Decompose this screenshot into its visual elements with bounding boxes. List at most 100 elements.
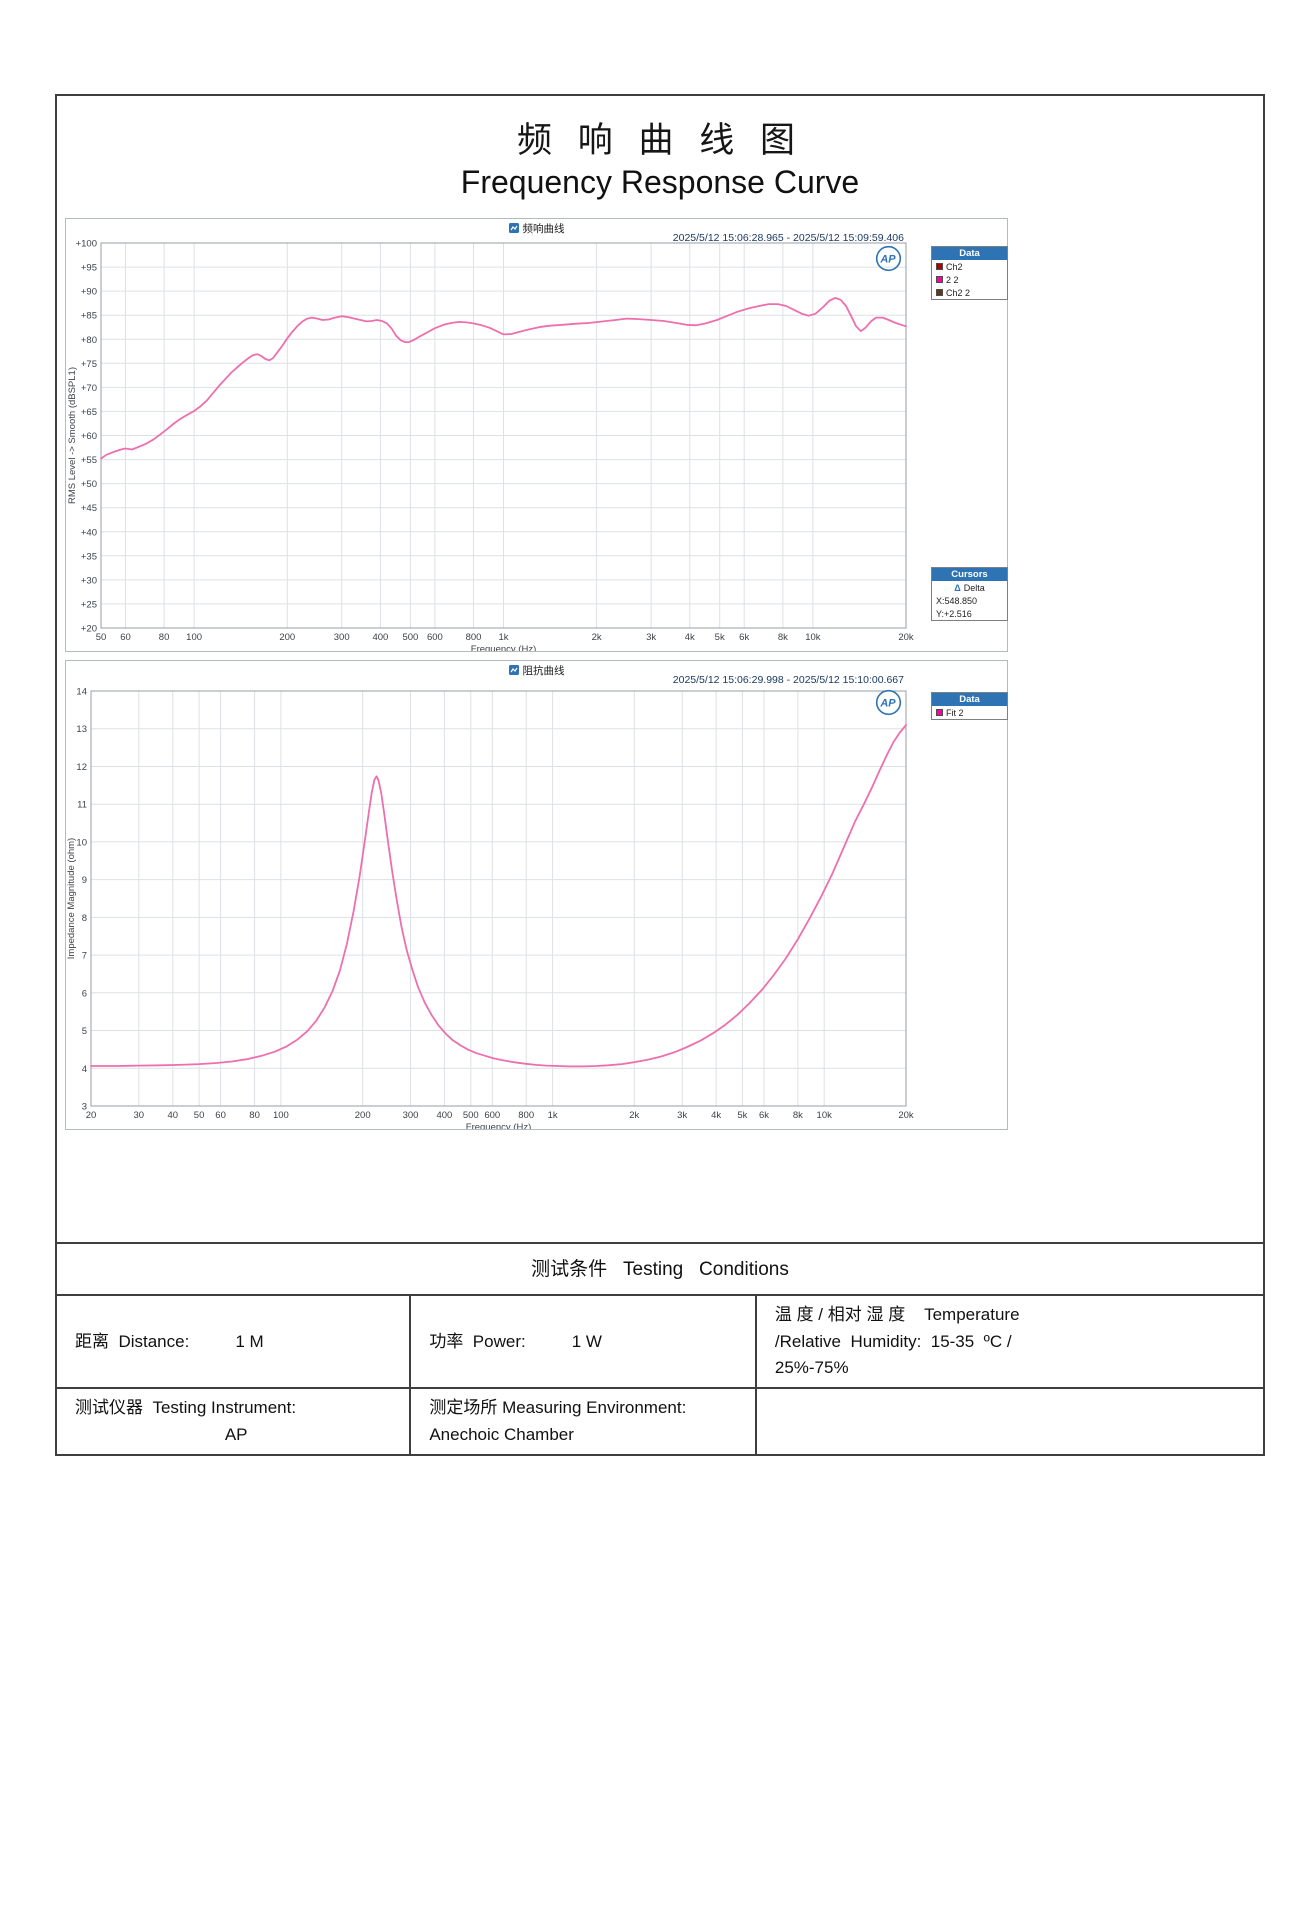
svg-text:600: 600 xyxy=(427,632,443,643)
svg-text:1k: 1k xyxy=(548,1110,558,1121)
page-title-zh: 频 响 曲 线 图 xyxy=(517,121,803,160)
legend-entry: Fit 2 xyxy=(932,706,1007,719)
svg-text:3k: 3k xyxy=(677,1110,687,1121)
svg-text:14: 14 xyxy=(76,687,87,698)
legend-swatch xyxy=(936,276,943,283)
svg-text:800: 800 xyxy=(466,632,482,643)
chart-window-icon xyxy=(508,665,519,678)
distance-value: 1 M xyxy=(235,1331,264,1351)
temperature-line-1: 温 度 / 相对 湿 度 Temperature xyxy=(774,1305,1020,1325)
svg-text:200: 200 xyxy=(355,1110,371,1121)
svg-text:6: 6 xyxy=(82,988,87,999)
svg-text:50: 50 xyxy=(194,1110,205,1121)
svg-text:2k: 2k xyxy=(592,632,602,643)
svg-text:6k: 6k xyxy=(739,632,749,643)
chart-timestamp: 2025/5/12 15:06:29.998 - 2025/5/12 15:10… xyxy=(672,674,904,686)
svg-text:300: 300 xyxy=(334,632,350,643)
svg-text:+55: +55 xyxy=(81,455,97,466)
distance-cell: 距离 Distance: 1 M xyxy=(57,1294,412,1390)
document-border: 频 响 曲 线 图 Frequency Response Curve 频响曲线 … xyxy=(55,94,1265,1456)
svg-text:400: 400 xyxy=(372,632,388,643)
svg-text:+70: +70 xyxy=(81,383,97,394)
svg-text:1k: 1k xyxy=(498,632,508,643)
cursor-delta-label: Delta xyxy=(963,582,985,593)
legend-title: Data xyxy=(932,247,1007,260)
svg-text:5k: 5k xyxy=(715,632,725,643)
svg-text:+30: +30 xyxy=(81,575,97,586)
impedance-chart: 阻抗曲线 2025/5/12 15:06:29.998 - 2025/5/12 … xyxy=(65,660,1008,1130)
svg-text:4k: 4k xyxy=(685,632,695,643)
legend-entry: Ch2 2 xyxy=(932,286,1007,299)
power-cell: 功率 Power: 1 W xyxy=(409,1294,757,1390)
svg-text:6k: 6k xyxy=(759,1110,769,1121)
svg-text:10k: 10k xyxy=(817,1110,833,1121)
chart-window-icon xyxy=(508,223,519,236)
svg-text:AP: AP xyxy=(879,254,896,266)
page-title-en: Frequency Response Curve xyxy=(460,164,860,200)
legend-label: Fit 2 xyxy=(946,707,964,718)
legend-label: 2 2 xyxy=(946,274,959,285)
impedance-plot-area: 3 4 5 6 7 8 9 10 11 12 13 14 20 30 40 50 60 80 100 200 300 40… xyxy=(66,687,914,1130)
cursors-panel: Cursors Δ Delta X:548.850 Y:+2.516 xyxy=(931,567,1008,621)
power-value: 1 W xyxy=(571,1331,602,1351)
svg-text:400: 400 xyxy=(436,1110,452,1121)
temperature-line-3: 25%-75% xyxy=(774,1357,849,1377)
legend-entry: Ch2 xyxy=(932,260,1007,273)
svg-text:+60: +60 xyxy=(81,431,97,442)
svg-text:+75: +75 xyxy=(81,359,97,370)
svg-text:RMS Level -> Smooth (dBSPL1): RMS Level -> Smooth (dBSPL1) xyxy=(67,367,78,504)
legend-swatch xyxy=(936,289,943,296)
svg-text:200: 200 xyxy=(279,632,295,643)
svg-text:100: 100 xyxy=(273,1110,289,1121)
ap-logo: AP xyxy=(875,689,902,716)
svg-text:500: 500 xyxy=(402,632,418,643)
svg-text:+65: +65 xyxy=(81,407,97,418)
distance-label: 距离 Distance: xyxy=(75,1331,190,1351)
chart-title-bar: 阻抗曲线 xyxy=(66,663,1007,678)
conditions-header: 测试条件 Testing Conditions xyxy=(57,1242,1263,1297)
chart-title-bar: 频响曲线 xyxy=(66,221,1007,236)
svg-text:20: 20 xyxy=(86,1110,97,1121)
svg-text:9: 9 xyxy=(82,875,87,886)
svg-text:3k: 3k xyxy=(646,632,656,643)
svg-text:8: 8 xyxy=(82,913,87,924)
svg-text:+45: +45 xyxy=(81,503,97,514)
legend-swatch xyxy=(936,709,943,716)
data-legend-panel: Data Fit 2 xyxy=(931,692,1008,720)
svg-text:+85: +85 xyxy=(81,311,97,322)
svg-text:+25: +25 xyxy=(81,599,97,610)
legend-label: Ch2 xyxy=(946,261,963,272)
svg-text:80: 80 xyxy=(249,1110,260,1121)
svg-text:+90: +90 xyxy=(81,287,97,298)
svg-text:30: 30 xyxy=(134,1110,145,1121)
svg-text:600: 600 xyxy=(484,1110,500,1121)
cursor-x-value: X:548.850 xyxy=(936,595,978,606)
chart-title: 频响曲线 xyxy=(522,223,565,235)
instrument-cell: 测试仪器 Testing Instrument: AP xyxy=(57,1387,412,1454)
svg-text:3: 3 xyxy=(82,1102,87,1113)
legend-title: Data xyxy=(932,693,1007,706)
cursors-title: Cursors xyxy=(932,568,1007,581)
conditions-header-row: 测试条件 Testing Conditions xyxy=(57,1242,1263,1297)
environment-value: Anechoic Chamber xyxy=(429,1424,574,1444)
table-row: 距离 Distance: 1 M 功率 Power: 1 W 温 度 / 相对 湿 … xyxy=(57,1294,1263,1390)
cursor-delta: Δ Delta xyxy=(932,581,1007,594)
svg-text:500: 500 xyxy=(463,1110,479,1121)
svg-text:7: 7 xyxy=(82,951,87,962)
table-row: 测试仪器 Testing Instrument: AP 测定场所 Measuri… xyxy=(57,1387,1263,1454)
svg-text:+20: +20 xyxy=(81,624,97,635)
environment-label: 测定场所 Measuring Environment: xyxy=(429,1398,687,1418)
svg-text:+40: +40 xyxy=(81,527,97,538)
svg-text:20k: 20k xyxy=(898,1110,914,1121)
svg-text:Impedance Magnitude (ohm): Impedance Magnitude (ohm) xyxy=(66,838,77,959)
svg-text:11: 11 xyxy=(77,800,87,811)
svg-text:20k: 20k xyxy=(898,632,914,643)
temperature-humidity-cell: 温 度 / 相对 湿 度 Temperature /Relative Humid… xyxy=(754,1294,1263,1390)
svg-text:+80: +80 xyxy=(81,335,97,346)
svg-text:10: 10 xyxy=(76,837,87,848)
svg-text:40: 40 xyxy=(168,1110,179,1121)
svg-text:+35: +35 xyxy=(81,551,97,562)
delta-icon: Δ xyxy=(954,582,961,593)
svg-text:60: 60 xyxy=(215,1110,226,1121)
